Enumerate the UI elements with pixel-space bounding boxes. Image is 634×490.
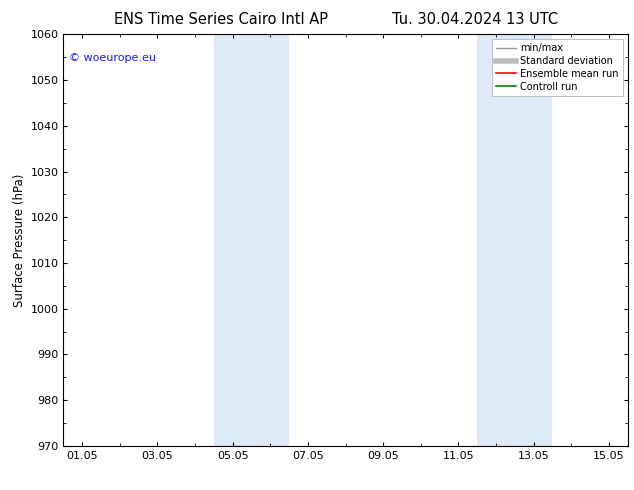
Legend: min/max, Standard deviation, Ensemble mean run, Controll run: min/max, Standard deviation, Ensemble me… [492,39,623,96]
Bar [214,34,289,446]
Text: ENS Time Series Cairo Intl AP: ENS Time Series Cairo Intl AP [114,12,328,27]
Text: © woeurope.eu: © woeurope.eu [69,53,156,63]
Y-axis label: Surface Pressure (hPa): Surface Pressure (hPa) [13,173,26,307]
Text: Tu. 30.04.2024 13 UTC: Tu. 30.04.2024 13 UTC [392,12,559,27]
Bar [477,34,552,446]
